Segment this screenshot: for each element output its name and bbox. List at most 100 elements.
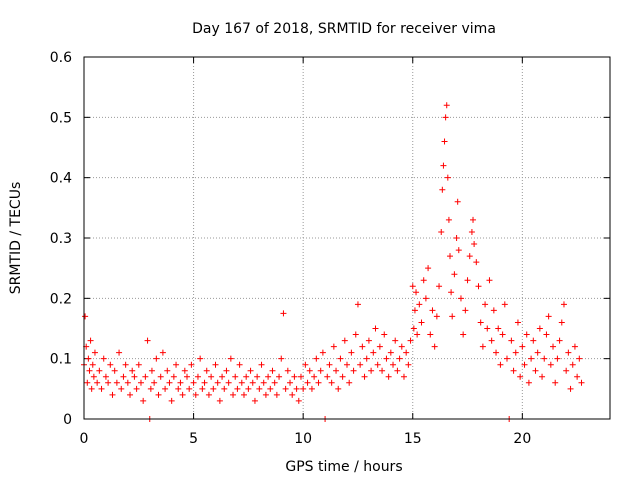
data-point	[179, 391, 186, 398]
data-point	[137, 379, 144, 386]
data-point	[357, 361, 364, 368]
data-point	[363, 355, 370, 362]
data-point	[425, 265, 432, 272]
data-point	[258, 361, 265, 368]
data-point	[166, 379, 173, 386]
data-point	[140, 397, 147, 404]
data-point	[212, 361, 219, 368]
data-point	[394, 367, 401, 374]
data-point	[105, 379, 112, 386]
data-point	[418, 319, 425, 326]
data-point	[116, 349, 123, 356]
data-point	[451, 271, 458, 278]
data-point	[379, 367, 386, 374]
data-point	[330, 343, 337, 350]
data-point	[203, 367, 210, 374]
data-point	[484, 325, 491, 332]
data-point	[361, 373, 368, 380]
y-tick-label: 0.3	[50, 231, 72, 247]
data-point	[159, 349, 166, 356]
data-point	[567, 385, 574, 392]
data-point	[177, 379, 184, 386]
data-point	[162, 385, 169, 392]
data-point	[560, 301, 567, 308]
data-point	[565, 349, 572, 356]
data-point	[155, 391, 162, 398]
data-point	[521, 361, 528, 368]
data-point	[543, 331, 550, 338]
data-point	[230, 391, 237, 398]
data-point	[249, 379, 256, 386]
data-point	[512, 349, 519, 356]
data-point	[569, 361, 576, 368]
data-point	[554, 355, 561, 362]
data-point	[118, 385, 125, 392]
data-point	[291, 373, 298, 380]
data-point	[94, 379, 101, 386]
y-tick-label: 0.5	[50, 110, 72, 126]
data-point	[201, 379, 208, 386]
data-point	[86, 367, 93, 374]
data-point	[460, 331, 467, 338]
data-point	[444, 174, 451, 181]
data-point	[293, 385, 300, 392]
data-point	[280, 310, 287, 317]
data-point	[532, 367, 539, 374]
y-tick-label: 0.6	[50, 50, 72, 66]
data-point	[341, 337, 348, 344]
data-point	[333, 367, 340, 374]
data-point	[306, 367, 313, 374]
data-point	[354, 301, 361, 308]
data-point	[192, 391, 199, 398]
tick-labels: 0 5 10 15 20 0 0.1 0.2 0.3 0.4 0.5 0.6	[50, 50, 532, 447]
data-point	[262, 391, 269, 398]
data-point	[90, 373, 97, 380]
data-point	[374, 361, 381, 368]
x-axis-label: GPS time / hours	[285, 459, 402, 475]
data-point	[493, 349, 500, 356]
data-point	[411, 307, 418, 314]
grid	[84, 57, 610, 419]
data-point	[164, 367, 171, 374]
data-point	[525, 379, 532, 386]
data-point	[455, 247, 462, 254]
data-point	[197, 355, 204, 362]
data-point	[188, 361, 195, 368]
data-point	[269, 367, 276, 374]
data-point	[300, 385, 307, 392]
data-point	[82, 313, 89, 320]
data-point	[348, 349, 355, 356]
data-point	[545, 313, 552, 320]
data-point	[271, 379, 278, 386]
data-point	[339, 373, 346, 380]
data-points	[81, 102, 585, 422]
data-point	[295, 397, 302, 404]
data-point	[227, 355, 234, 362]
data-point	[124, 379, 131, 386]
data-point	[454, 198, 461, 205]
data-point	[576, 355, 583, 362]
data-point	[282, 385, 289, 392]
data-point	[240, 391, 247, 398]
data-point	[547, 361, 554, 368]
data-point	[387, 349, 394, 356]
data-point	[497, 361, 504, 368]
data-point	[219, 373, 226, 380]
data-point	[205, 391, 212, 398]
data-point	[111, 367, 118, 374]
data-point	[98, 385, 105, 392]
data-point	[324, 373, 331, 380]
data-point	[234, 385, 241, 392]
data-point	[335, 385, 342, 392]
data-point	[194, 373, 201, 380]
data-point	[313, 355, 320, 362]
data-point	[175, 385, 182, 392]
data-point	[265, 373, 272, 380]
data-point	[442, 114, 449, 121]
data-point	[157, 373, 164, 380]
data-point	[372, 325, 379, 332]
data-point	[127, 391, 134, 398]
data-point	[208, 373, 215, 380]
data-point	[413, 289, 420, 296]
data-point	[449, 313, 456, 320]
